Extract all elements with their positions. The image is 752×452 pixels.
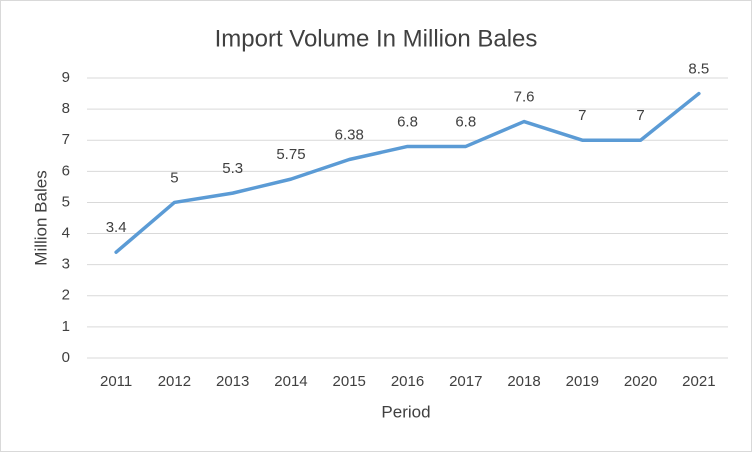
- y-axis-title: Million Bales: [31, 170, 50, 265]
- x-tick-label: 2011: [100, 373, 132, 390]
- y-tick-label: 4: [62, 225, 70, 242]
- data-label: 6.38: [335, 126, 364, 143]
- data-label: 7: [578, 107, 586, 124]
- data-label: 5: [170, 169, 178, 186]
- data-label: 3.4: [106, 219, 127, 236]
- data-label: 5.75: [276, 146, 305, 163]
- x-tick-label: 2017: [449, 373, 482, 390]
- x-tick-label: 2012: [158, 373, 191, 390]
- x-tick-label: 2013: [216, 373, 249, 390]
- y-tick-label: 7: [62, 131, 70, 148]
- y-tick-label: 5: [62, 193, 70, 210]
- chart-title: Import Volume In Million Bales: [215, 25, 538, 52]
- data-label: 8.5: [688, 61, 709, 78]
- data-label: 7: [636, 107, 644, 124]
- x-tick-label: 2016: [391, 373, 424, 390]
- x-tick-label: 2018: [507, 373, 540, 390]
- y-tick-label: 2: [62, 287, 70, 304]
- x-axis-title: Period: [381, 402, 430, 421]
- data-label: 6.8: [455, 113, 476, 130]
- data-line: [114, 91, 701, 254]
- y-tick-label: 1: [62, 318, 70, 335]
- y-tick-label: 9: [62, 69, 70, 86]
- data-label: 5.3: [222, 160, 243, 177]
- data-label: 7.6: [514, 89, 535, 106]
- x-tick-label: 2019: [566, 373, 599, 390]
- y-tick-label: 0: [62, 349, 70, 366]
- data-label: 6.8: [397, 113, 418, 130]
- y-tick-label: 6: [62, 162, 70, 179]
- x-tick-label: 2020: [624, 373, 657, 390]
- y-tick-label: 8: [62, 100, 70, 117]
- x-tick-label: 2021: [682, 373, 715, 390]
- x-tick-label: 2015: [333, 373, 366, 390]
- y-tick-label: 3: [62, 256, 70, 273]
- x-tick-label: 2014: [274, 373, 307, 390]
